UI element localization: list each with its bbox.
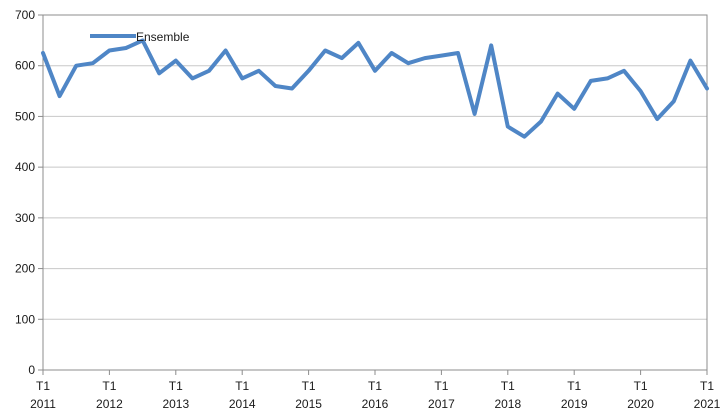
- y-tick-label: 0: [28, 363, 35, 377]
- x-tick-label-year: 2011: [30, 397, 56, 411]
- x-tick-label-year: 2019: [561, 397, 588, 411]
- x-tick-label-quarter: T1: [235, 379, 249, 393]
- y-tick-label: 500: [15, 109, 35, 123]
- y-tick-label: 600: [15, 59, 35, 73]
- y-tick-label: 100: [15, 312, 35, 326]
- x-tick-label-year: 2015: [295, 397, 322, 411]
- y-tick-label: 300: [15, 211, 35, 225]
- x-tick-label-year: 2018: [494, 397, 521, 411]
- x-tick-label-quarter: T1: [700, 379, 714, 393]
- y-tick-label: 400: [15, 160, 35, 174]
- y-axis: 0 100 200 300 400 500 600 700: [15, 8, 43, 377]
- x-tick-label-quarter: T1: [501, 379, 515, 393]
- x-tick-label-quarter: T1: [368, 379, 382, 393]
- x-tick-label-quarter: T1: [634, 379, 648, 393]
- x-tick-label-quarter: T1: [434, 379, 448, 393]
- x-tick-label-quarter: T1: [36, 379, 50, 393]
- x-tick-label-year: 2016: [362, 397, 389, 411]
- series-group: [41, 38, 709, 139]
- x-axis: T1 2011 T1 2012 T1 2013 T1 2014 T1 2015 T1 2016 T1 20…: [30, 369, 721, 411]
- legend-label-ensemble: Ensemble: [136, 30, 190, 44]
- x-tick-label-quarter: T1: [567, 379, 581, 393]
- x-tick-label-year: 2012: [96, 397, 123, 411]
- y-tick-label: 700: [15, 8, 35, 22]
- x-tick-label-quarter: T1: [102, 379, 116, 393]
- x-tick-label-year: 2021: [694, 397, 721, 411]
- x-tick-label-year: 2017: [428, 397, 455, 411]
- x-tick-label-quarter: T1: [169, 379, 183, 393]
- x-tick-label-year: 2013: [162, 397, 189, 411]
- gridlines: [43, 14, 707, 320]
- legend: Ensemble: [90, 30, 190, 44]
- y-tick-label: 200: [15, 262, 35, 276]
- x-tick-label-year: 2014: [229, 397, 256, 411]
- series-line-ensemble: [41, 38, 709, 139]
- x-tick-label-quarter: T1: [302, 379, 316, 393]
- x-tick-label-year: 2020: [627, 397, 654, 411]
